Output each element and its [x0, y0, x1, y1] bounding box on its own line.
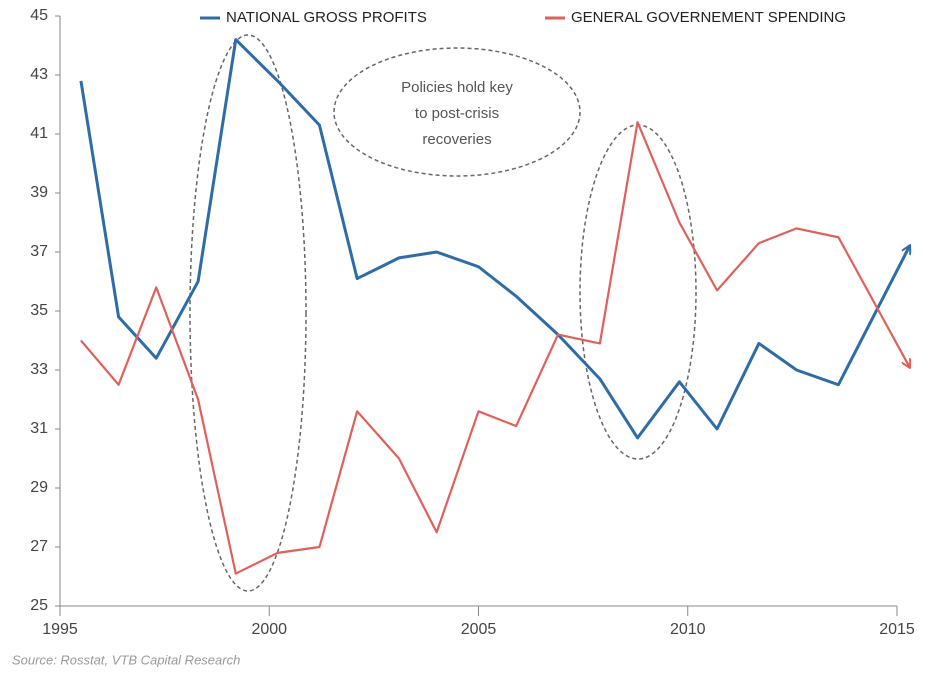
x-tick-label: 2010 [670, 621, 706, 638]
annotation: to post-crisis [415, 105, 499, 122]
note-ellipse [333, 47, 581, 177]
y-tick-label: 43 [30, 66, 48, 83]
y-tick-label: 45 [30, 7, 48, 24]
y-tick-label: 33 [30, 361, 48, 378]
y-tick-label: 25 [30, 597, 48, 614]
series-line [80, 121, 910, 575]
x-tick-label: 2005 [461, 621, 497, 638]
source: Source: Rosstat, VTB Capital Research [12, 652, 240, 667]
y-tick-label: 39 [30, 184, 48, 201]
y-tick-label: 27 [30, 538, 48, 555]
x-tick-label: 2015 [879, 621, 915, 638]
y-tick-label: 35 [30, 302, 48, 319]
legend-label: NATIONAL GROSS PROFITS [226, 9, 427, 26]
highlight-ellipse [189, 34, 307, 592]
annotation: Policies hold key [401, 79, 513, 96]
legend-label: GENERAL GOVERNEMENT SPENDING [571, 9, 846, 26]
y-tick-label: 31 [30, 420, 48, 437]
annotation: recoveries [422, 131, 491, 148]
y-tick-label: 37 [30, 243, 48, 260]
x-tick-label: 1995 [42, 621, 78, 638]
y-tick-label: 41 [30, 125, 48, 142]
series-line [79, 38, 910, 440]
highlight-ellipse [579, 124, 697, 460]
y-tick-label: 29 [30, 479, 48, 496]
x-tick-label: 2000 [251, 621, 287, 638]
